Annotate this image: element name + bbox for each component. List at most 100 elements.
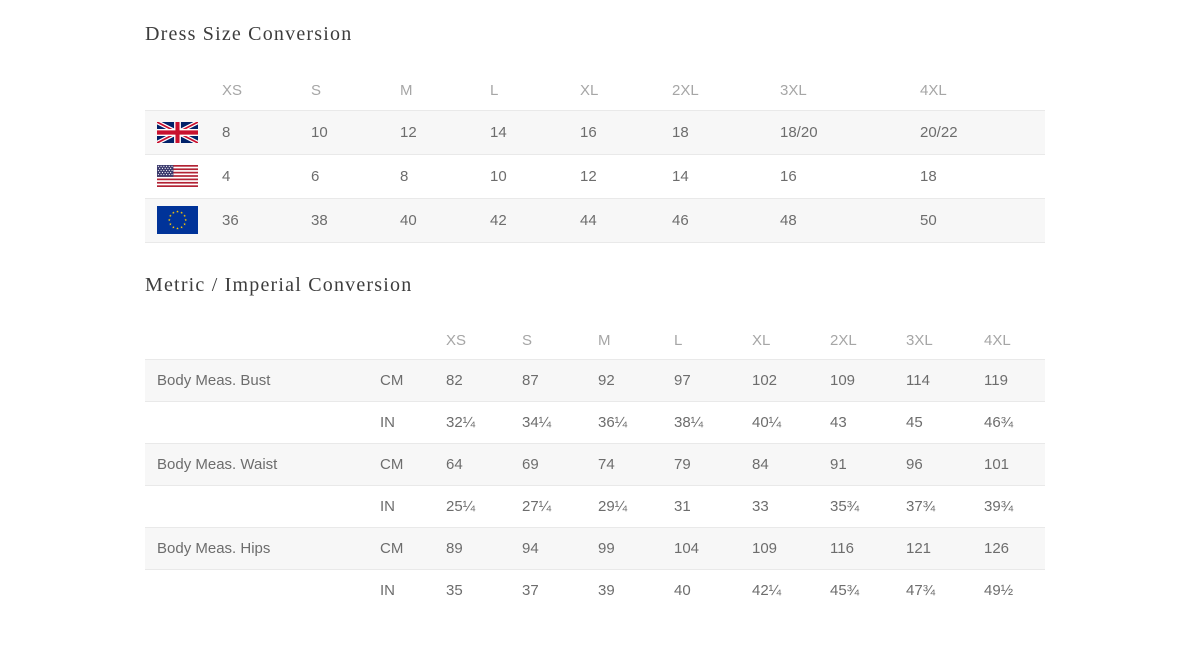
measurement-value: 84 [752,456,769,473]
measurement-value: 39¾ [984,498,1014,515]
measurement-label: Body Meas. Bust [157,372,271,389]
size-value: 10 [490,167,507,185]
unit-label: CM [380,456,404,473]
measurement-value: 116 [830,540,854,557]
measurement-label [145,570,368,612]
us-flag-icon [157,165,198,187]
measurement-value: 42¼ [752,582,782,600]
size-header-xs: XS [222,82,243,100]
measurement-value: 109 [830,372,856,389]
measurement-value: 87 [522,372,539,389]
flag-column-header [145,72,210,110]
size-header-4xl: 4XL [920,82,947,100]
table-row-bust-in: IN 32¼ 34¼ 36¼ 38¼ 40¼ 43 45 46¾ [145,401,1045,444]
size-header-2xl: 2XL [672,82,699,100]
measurement-value: 36¼ [598,414,628,431]
dress-size-header-row: XS S M L XL 2XL 3XL 4XL [145,72,1045,110]
size-value: 18/20 [780,123,818,141]
size-guide-page: Dress Size Conversion XS S M L XL 2XL 3X… [145,23,1045,612]
unit-column-header [368,323,434,360]
measurement-label [145,402,368,444]
unit-label: CM [380,372,404,389]
measurement-value: 25¼ [446,498,476,515]
size-header-m: M [598,332,611,350]
measurement-value: 99 [598,540,615,557]
metric-imperial-title: Metric / Imperial Conversion [145,273,413,296]
measurement-column-header [145,323,368,360]
dress-size-title: Dress Size Conversion [145,23,353,45]
size-header-s: S [522,332,533,350]
measurement-value: 37¾ [906,498,936,515]
measurement-value: 94 [522,540,539,557]
size-value: 8 [400,167,409,185]
size-value: 18 [920,167,937,185]
table-row-eu-sizes: 36 38 40 42 44 46 48 50 [145,198,1045,242]
uk-flag-icon [157,121,198,143]
measurement-value: 89 [446,540,463,557]
measurement-label: Body Meas. Waist [157,456,278,473]
unit-label: IN [380,498,395,515]
unit-label: IN [380,414,395,431]
measurement-value: 104 [674,540,700,557]
size-header-l: L [490,82,499,100]
measurement-value: 121 [906,540,932,557]
size-header-xs: XS [446,332,467,350]
size-header-xl: XL [580,82,599,100]
size-value: 14 [490,123,507,141]
measurement-value: 31 [674,498,691,515]
size-header-3xl: 3XL [780,82,807,100]
measurement-value: 96 [906,456,923,473]
size-value: 14 [672,167,689,185]
measurement-value: 43 [830,414,847,431]
dress-size-table: XS S M L XL 2XL 3XL 4XL [145,72,1045,243]
table-row-bust-cm: Body Meas. Bust CM 82 87 92 97 102 109 1… [145,359,1045,402]
size-value: 10 [311,123,328,141]
eu-flag-cell [145,198,210,242]
measurement-label [145,486,368,528]
table-row-waist-in: IN 25¼ 27¼ 29¼ 31 33 35¾ 37¾ 39¾ [145,485,1045,528]
eu-flag-icon [157,206,198,234]
size-header-2xl: 2XL [830,332,857,350]
measurement-value: 49½ [984,582,1014,600]
measurement-value: 109 [752,540,778,557]
measurement-value: 40 [674,582,691,600]
unit-label: CM [380,540,404,557]
size-value: 36 [222,211,239,229]
size-header-4xl: 4XL [984,332,1011,350]
measurement-value: 40¼ [752,414,782,431]
metric-header-row: XS S M L XL 2XL 3XL 4XL [145,323,1045,360]
size-header-xl: XL [752,332,771,350]
size-value: 12 [580,167,597,185]
size-value: 46 [672,211,689,229]
size-value: 8 [222,123,231,141]
metric-imperial-table: XS S M L XL 2XL 3XL 4XL Body Meas. Bust … [145,323,1045,612]
measurement-value: 35 [446,582,463,600]
measurement-value: 29¼ [598,498,628,515]
measurement-value: 32¼ [446,414,476,431]
measurement-value: 33 [752,498,769,515]
size-value: 48 [780,211,797,229]
measurement-value: 37 [522,582,539,600]
table-row-us-sizes: 4 6 8 10 12 14 16 18 [145,154,1045,198]
size-value: 6 [311,167,320,185]
measurement-value: 79 [674,456,691,473]
measurement-value: 126 [984,540,1010,557]
us-flag-cell [145,154,210,198]
measurement-value: 64 [446,456,463,473]
size-value: 42 [490,211,507,229]
size-value: 4 [222,167,231,185]
unit-label: IN [380,582,395,600]
table-row-waist-cm: Body Meas. Waist CM 64 69 74 79 84 91 96… [145,443,1045,486]
size-value: 40 [400,211,417,229]
table-row-uk-sizes: 8 10 12 14 16 18 18/20 20/22 [145,110,1045,154]
measurement-value: 34¼ [522,414,552,431]
size-value: 16 [580,123,597,141]
measurement-value: 46¾ [984,414,1014,431]
measurement-value: 45¾ [830,582,860,600]
size-header-m: M [400,82,413,100]
size-value: 18 [672,123,689,141]
measurement-value: 102 [752,372,778,389]
measurement-value: 92 [598,372,615,389]
measurement-value: 27¼ [522,498,552,515]
size-header-s: S [311,82,322,100]
